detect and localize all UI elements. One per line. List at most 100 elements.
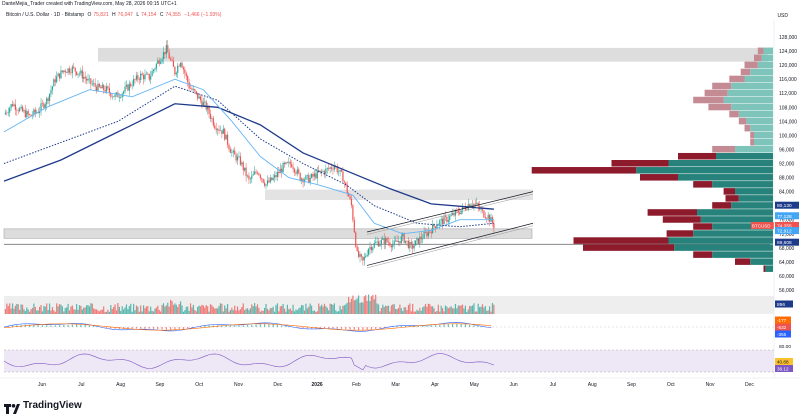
volume-bar xyxy=(239,309,241,314)
candle-body xyxy=(439,220,441,225)
x-tick-label: Sep xyxy=(627,382,636,388)
symbol-name[interactable]: Bitcoin / U.S. Dollar · 1D · Bitstamp xyxy=(6,12,85,18)
candle-body xyxy=(207,106,209,110)
volume-bar xyxy=(140,305,142,314)
volume-bar xyxy=(386,306,388,314)
channel-lower-line xyxy=(366,222,534,266)
macd-histogram-bar xyxy=(323,327,326,329)
close-value: 74,355 xyxy=(165,12,181,18)
macd-histogram-bar xyxy=(311,327,313,329)
macd-histogram-bar xyxy=(242,325,244,327)
macd-histogram-bar xyxy=(451,323,454,327)
volume-bar xyxy=(117,303,119,314)
volume-bar xyxy=(348,296,350,314)
candle-body xyxy=(316,170,318,179)
candle-body xyxy=(120,97,122,98)
candle-body xyxy=(298,169,300,174)
volume-bar xyxy=(289,308,291,314)
volume-profile-up-bar xyxy=(678,174,773,181)
macd-histogram-bar xyxy=(80,324,82,327)
macd-histogram-bar xyxy=(50,325,52,327)
volume-bar xyxy=(330,304,333,314)
macd-tag: -532 xyxy=(777,325,787,330)
volume-bar xyxy=(246,308,249,314)
x-tick-label: Dec xyxy=(745,382,754,388)
candle-body xyxy=(217,129,219,131)
candle-body xyxy=(105,86,108,92)
volume-bar xyxy=(424,303,427,314)
volume-profile-down-bar xyxy=(693,181,713,188)
volume-profile-down-bar xyxy=(666,230,694,237)
volume-pane-bg xyxy=(4,296,774,314)
volume-bar xyxy=(152,311,155,314)
volume-profile-down-bar xyxy=(712,145,735,153)
tradingview-logo[interactable]: TradingView xyxy=(4,400,82,414)
candle-body xyxy=(259,175,261,179)
volume-bar xyxy=(150,306,152,314)
candle-body xyxy=(234,150,236,155)
volume-bar xyxy=(60,304,62,314)
volume-bar xyxy=(170,299,172,314)
macd-histogram-bar xyxy=(375,327,377,329)
volume-bar xyxy=(352,295,354,314)
volume-bar xyxy=(433,308,435,314)
price-tag-low: 69,608 xyxy=(777,240,792,246)
macd-histogram-bar xyxy=(255,324,257,327)
chart-credit: DanteMejia_Trader created with TradingVi… xyxy=(2,1,177,7)
candle-body xyxy=(36,112,38,113)
volume-bar xyxy=(68,310,71,314)
candle-body xyxy=(9,108,11,113)
candle-body xyxy=(385,238,387,245)
volume-bar xyxy=(484,305,486,314)
candle-body xyxy=(13,104,15,107)
candle-body xyxy=(147,73,149,75)
volume-bar xyxy=(91,303,93,314)
volume-bar xyxy=(118,306,120,314)
volume-profile-up-bar xyxy=(746,117,773,125)
candle-body xyxy=(85,78,88,81)
candle-body xyxy=(493,223,495,229)
candle-body xyxy=(271,177,273,181)
candle-body xyxy=(339,169,341,172)
price-tag-upper: 80,130 xyxy=(777,203,792,209)
macd-histogram-bar xyxy=(417,326,420,327)
candle-body xyxy=(285,162,287,165)
candle-body xyxy=(94,83,96,87)
candle-body xyxy=(407,240,410,249)
volume-profile-down-bar xyxy=(583,244,675,251)
volume-bar xyxy=(204,307,206,314)
y-tick-label: 124,000 xyxy=(779,49,797,55)
volume-bar xyxy=(333,303,335,314)
y-tick-label: 56,000 xyxy=(779,288,795,294)
volume-bar xyxy=(181,305,183,314)
open-value: 75,821 xyxy=(93,12,109,18)
macd-histogram-bar xyxy=(319,327,321,329)
candle-body xyxy=(424,232,427,233)
candle-body xyxy=(87,78,89,81)
volume-profile-up-bar xyxy=(674,244,773,251)
volume-bar xyxy=(390,305,392,314)
volume-bar xyxy=(306,308,308,314)
candle-body xyxy=(84,76,86,79)
candle-body xyxy=(380,239,382,245)
macd-line xyxy=(3,322,492,332)
change-value: −1,466 (−1.93%) xyxy=(184,12,222,18)
volume-bar xyxy=(318,303,320,314)
candle-body xyxy=(137,75,139,80)
volume-bar xyxy=(175,304,177,314)
candle-body xyxy=(123,91,125,94)
ma-dotted-line xyxy=(3,85,494,228)
volume-bar xyxy=(375,294,377,314)
volume-bar xyxy=(137,306,139,314)
candle-body xyxy=(460,210,462,215)
candle-body xyxy=(357,250,360,257)
macd-histogram-bar xyxy=(264,324,266,327)
volume-bar xyxy=(338,311,340,314)
volume-bar xyxy=(83,307,85,314)
candle-body xyxy=(16,109,18,111)
volume-bar xyxy=(123,309,125,314)
macd-tag-bg xyxy=(775,323,791,331)
candle-body xyxy=(464,207,466,210)
